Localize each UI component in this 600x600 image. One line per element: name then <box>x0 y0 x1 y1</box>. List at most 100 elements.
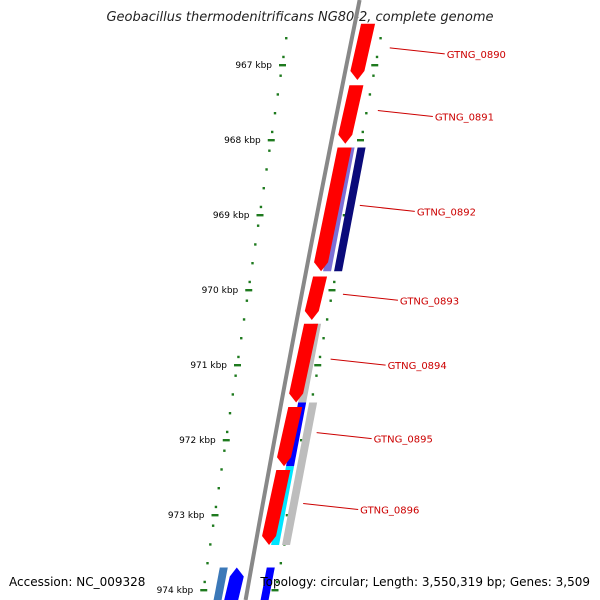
feature-block[interactable] <box>334 147 366 272</box>
gene-arrow[interactable] <box>338 85 364 144</box>
ruler-dot <box>248 280 251 284</box>
ruler-dot <box>256 224 260 227</box>
feature-block[interactable] <box>282 402 318 546</box>
title: Geobacillus thermodenitrificans NG80-2, … <box>106 10 494 25</box>
ruler-dot <box>209 543 212 546</box>
ruler-tick <box>245 289 253 292</box>
ruler-tick <box>256 214 264 217</box>
ruler-dot <box>220 468 223 471</box>
gene-arrow[interactable] <box>277 407 303 467</box>
ruler-dot <box>325 318 329 321</box>
ruler-dot <box>361 130 364 134</box>
ruler-dot <box>322 337 325 340</box>
gene-label[interactable]: GTNG_0895 <box>374 435 433 446</box>
ruler-dot <box>223 449 226 452</box>
ruler-dot <box>270 130 274 134</box>
gene-arrow[interactable] <box>262 470 291 545</box>
feature-block[interactable] <box>211 567 228 600</box>
gene-label-leader <box>359 204 415 212</box>
gene-arrow[interactable] <box>304 276 328 321</box>
gene-label-leader <box>377 110 433 117</box>
ruler-dot <box>285 37 288 40</box>
ruler-dot <box>234 374 237 377</box>
ruler-tick <box>211 514 219 517</box>
ruler-dot <box>315 374 318 377</box>
ruler-dot <box>276 580 279 584</box>
ruler-tick <box>357 139 364 142</box>
ruler-dot <box>279 74 282 77</box>
gene-label[interactable]: GTNG_0896 <box>360 506 419 517</box>
ruler-dot <box>262 187 265 190</box>
ruler-dot <box>254 243 257 246</box>
gene-label[interactable]: GTNG_0890 <box>447 50 506 61</box>
backbone <box>243 0 362 600</box>
gene-label[interactable]: GTNG_0893 <box>400 296 459 307</box>
ruler-dot <box>318 355 322 359</box>
ruler-dot <box>365 112 368 115</box>
summary-label: Topology: circular; Length: 3,550,319 bp… <box>260 575 590 589</box>
gene-label[interactable]: GTNG_0891 <box>435 113 494 124</box>
ruler-ticks: 967 kbp 968 kbp 969 kbp 970 kbp 971 kbp 972 k… <box>157 61 379 596</box>
ruler-tick <box>279 64 286 67</box>
gene-label-leader <box>330 358 386 366</box>
ruler-dot <box>228 412 232 415</box>
ruler-dot <box>214 505 218 509</box>
ruler-dot <box>231 393 235 396</box>
ruler-tick <box>267 139 275 142</box>
ruler-dot <box>245 299 249 302</box>
ruler-tick <box>222 439 230 442</box>
ruler-dot <box>279 562 283 565</box>
ruler-dot <box>311 393 315 396</box>
ruler-dot <box>273 112 277 115</box>
gene-label-leader <box>389 47 445 55</box>
ruler-dot <box>251 262 254 265</box>
ruler-dot <box>329 299 332 302</box>
ruler-dot <box>282 55 285 59</box>
ruler-dot <box>240 337 243 340</box>
ruler-tick-label: 974 kbp <box>157 586 194 596</box>
ruler-dots-outer <box>203 37 288 584</box>
ruler-dot <box>211 524 215 527</box>
ruler-tick <box>314 364 322 367</box>
ruler-dot <box>259 205 263 209</box>
ruler-tick-label: 972 kbp <box>179 436 216 446</box>
ruler-tick <box>371 64 379 67</box>
ruler-dot <box>217 487 220 490</box>
gene-label[interactable]: GTNG_0892 <box>417 207 476 218</box>
ruler-tick-label: 967 kbp <box>235 61 272 71</box>
gene-track <box>221 23 376 600</box>
ruler-tick-label: 970 kbp <box>202 286 239 296</box>
accession-label: Accession: NC_009328 <box>9 575 146 589</box>
ruler-tick-label: 969 kbp <box>213 211 250 221</box>
gene-arrow[interactable] <box>350 23 376 80</box>
ruler-dot <box>276 93 280 96</box>
ruler-dot <box>333 280 336 284</box>
ruler-tick <box>328 289 336 292</box>
backbone-line <box>243 0 362 600</box>
gene-label-leader <box>342 293 398 301</box>
gene-arrow[interactable] <box>289 323 319 403</box>
ruler-tick <box>200 589 208 592</box>
ruler-tick-label: 973 kbp <box>168 511 205 521</box>
ruler-dot <box>203 580 206 584</box>
ruler-dot <box>225 430 229 434</box>
ruler-tick-label: 971 kbp <box>190 361 227 371</box>
ruler-dot <box>372 74 375 77</box>
ruler-dot <box>237 355 240 359</box>
ruler-tick-label: 968 kbp <box>224 136 261 146</box>
ruler-dot <box>375 55 379 59</box>
gene-arrow[interactable] <box>221 567 244 600</box>
gene-label-leader <box>316 432 372 440</box>
gene-label[interactable]: GTNG_0894 <box>388 361 447 372</box>
ruler-dot <box>268 149 271 152</box>
ruler-dot <box>368 93 372 96</box>
ruler-dot <box>242 318 246 321</box>
ruler-dot <box>206 562 209 565</box>
ruler-dot <box>379 37 382 40</box>
gene-labels: GTNG_0890 GTNG_0891 GTNG_0892 GTNG_0893 GTNG… <box>303 47 506 517</box>
gene-arrow[interactable] <box>314 147 352 272</box>
ruler-tick <box>271 589 279 592</box>
feature-block[interactable] <box>258 567 275 600</box>
ruler-dot <box>265 168 268 171</box>
